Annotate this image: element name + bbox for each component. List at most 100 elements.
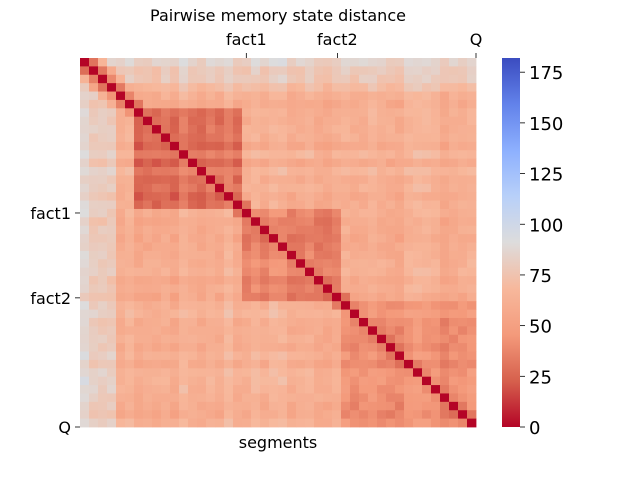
heatmap-cell (350, 334, 360, 344)
heatmap-cell (431, 99, 441, 109)
heatmap-cell (314, 74, 324, 84)
heatmap-cell (368, 401, 378, 411)
heatmap-cell (287, 309, 297, 319)
heatmap-cell (161, 192, 171, 201)
heatmap-cell (368, 141, 378, 151)
heatmap-cell (368, 359, 378, 369)
heatmap-cell (458, 150, 468, 160)
heatmap-cell (143, 116, 153, 126)
heatmap-cell (215, 208, 225, 218)
heatmap-cell (206, 410, 216, 420)
heatmap-cell (80, 242, 90, 252)
heatmap-cell (107, 217, 117, 227)
heatmap-cell (179, 309, 189, 319)
heatmap-cell (269, 368, 279, 378)
heatmap-cell (134, 410, 144, 420)
heatmap-cell (404, 183, 414, 193)
heatmap-cell (296, 133, 306, 143)
heatmap-cell (341, 401, 351, 411)
heatmap-cell (413, 225, 423, 235)
heatmap-cell (143, 158, 153, 168)
heatmap-cell (440, 183, 450, 193)
heatmap-cell (233, 410, 243, 420)
heatmap-cell (395, 309, 405, 319)
heatmap-cell (260, 58, 270, 67)
heatmap-cell (395, 410, 405, 420)
heatmap-cell (467, 376, 477, 386)
heatmap-cell (170, 217, 180, 227)
heatmap-cell (269, 83, 279, 92)
heatmap-cell (467, 183, 477, 193)
heatmap-cell (404, 99, 414, 109)
heatmap-cell (287, 83, 297, 92)
heatmap-cell (80, 217, 90, 227)
heatmap-cell (350, 401, 360, 411)
heatmap-cell (224, 259, 234, 269)
heatmap-cell (143, 200, 153, 210)
heatmap-cell (323, 410, 333, 420)
heatmap-cell (233, 368, 243, 378)
heatmap-cell (98, 192, 108, 201)
heatmap-cell (224, 242, 234, 252)
heatmap-cell (431, 368, 441, 378)
heatmap-cell (377, 167, 387, 176)
heatmap-cell (323, 91, 333, 101)
heatmap-cell (314, 418, 324, 428)
heatmap-cell (188, 74, 198, 84)
heatmap-cell (314, 351, 324, 361)
heatmap-cell (449, 175, 459, 185)
heatmap-cell (170, 116, 180, 126)
heatmap-cell (179, 74, 189, 84)
heatmap-cell (134, 58, 144, 67)
heatmap-cell (449, 292, 459, 302)
heatmap-cell (296, 250, 306, 260)
heatmap-cell (350, 108, 360, 118)
heatmap-cell (125, 418, 135, 428)
heatmap-cell (107, 351, 117, 361)
heatmap-cell (467, 393, 477, 403)
heatmap-cell (215, 83, 225, 92)
heatmap-cell (359, 108, 369, 118)
heatmap-cell (377, 292, 387, 302)
heatmap-cell (224, 284, 234, 294)
heatmap-cell (251, 368, 261, 378)
heatmap-cell (80, 376, 90, 386)
heatmap-cell (269, 74, 279, 84)
heatmap-cell (431, 410, 441, 420)
heatmap-cell (242, 385, 252, 394)
heatmap-cell (116, 192, 126, 201)
heatmap-cell (251, 167, 261, 176)
heatmap-cell (134, 376, 144, 386)
heatmap-cell (341, 250, 351, 260)
heatmap-cell (260, 116, 270, 126)
heatmap-cell (341, 410, 351, 420)
heatmap-cell (386, 368, 396, 378)
heatmap-cell (269, 141, 279, 151)
heatmap-cell (224, 183, 234, 193)
heatmap-cell (152, 418, 162, 428)
heatmap-cell (314, 225, 324, 235)
heatmap-cell (377, 225, 387, 235)
heatmap-cell (260, 276, 270, 285)
heatmap-cell (296, 410, 306, 420)
heatmap-cell (107, 234, 117, 243)
heatmap-cell (395, 116, 405, 126)
heatmap-cell (395, 83, 405, 92)
heatmap-cell (413, 418, 423, 428)
heatmap-cell (413, 192, 423, 201)
heatmap-cell (215, 317, 225, 327)
heatmap-cell (197, 250, 207, 260)
heatmap-cell (179, 141, 189, 151)
heatmap-cell (152, 133, 162, 143)
heatmap-cell (386, 326, 396, 336)
heatmap-cell (404, 276, 414, 285)
heatmap-cell (152, 108, 162, 118)
heatmap-cell (296, 418, 306, 428)
heatmap-cell (80, 116, 90, 126)
heatmap-cell (413, 410, 423, 420)
heatmap-cell (188, 141, 198, 151)
heatmap-cell (386, 133, 396, 143)
heatmap-cell (215, 326, 225, 336)
heatmap-cell (197, 133, 207, 143)
heatmap-cell (314, 141, 324, 151)
